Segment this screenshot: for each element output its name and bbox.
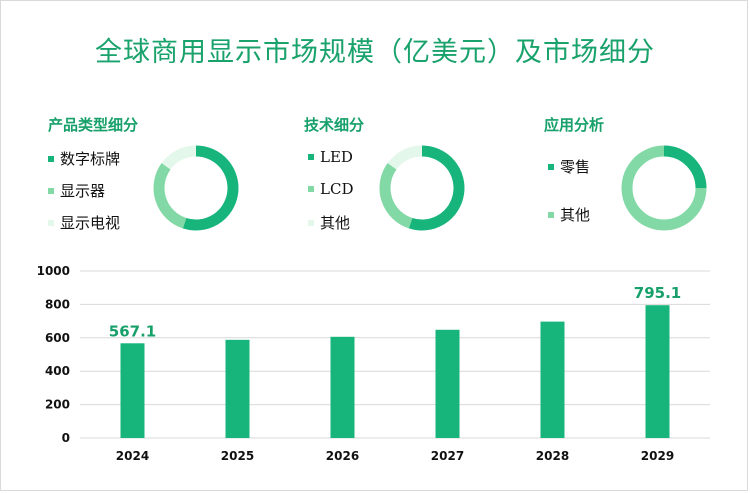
section-title-product-type: 产品类型细分 [48, 116, 139, 134]
donut-2 [379, 145, 465, 231]
donut-1 [153, 145, 239, 231]
legend-item-other-tech: 其他 [308, 212, 350, 233]
y-tick-label: 0 [62, 431, 70, 445]
x-tick-label: 2026 [326, 449, 359, 463]
legend-item-digital-signage: 数字标牌 [48, 148, 120, 169]
bar-2026 [330, 336, 355, 438]
bar-2024 [120, 343, 145, 438]
legend-label: 其他 [560, 206, 591, 224]
section-title-application: 应用分析 [544, 116, 605, 134]
legend-label: LCD [320, 180, 354, 198]
legend-label: 显示电视 [60, 214, 121, 232]
bar-2027 [435, 329, 460, 438]
donut-slice [621, 145, 707, 231]
legend-marker [308, 154, 314, 160]
legend-marker [48, 187, 54, 194]
donut-slice [153, 163, 187, 229]
donut-slice [387, 145, 423, 170]
donut-3 [621, 145, 707, 231]
legend-marker [548, 163, 554, 170]
legend-marker [308, 219, 314, 226]
y-tick-label: 1000 [37, 264, 70, 278]
legend-marker [48, 155, 54, 162]
legend-item-monitor: 显示器 [48, 180, 105, 201]
y-tick-label: 400 [45, 364, 70, 378]
donut-slice [663, 145, 707, 189]
legend-label: 数字标牌 [60, 150, 121, 168]
legend-item-led: LED [308, 148, 353, 166]
y-tick-label: 200 [45, 398, 70, 412]
data-label: 795.1 [634, 284, 681, 302]
bar-2029 [645, 305, 670, 438]
x-tick-label: 2028 [536, 449, 569, 463]
legend-marker [308, 186, 314, 192]
x-tick-label: 2024 [116, 449, 149, 463]
legend-item-display-tv: 显示电视 [48, 212, 120, 233]
bar-2025 [225, 339, 250, 438]
donut-slice [161, 145, 197, 170]
page-title: 全球商用显示市场规模（亿美元）及市场细分 [95, 37, 655, 68]
y-tick-label: 800 [45, 297, 70, 311]
legend-label: 零售 [560, 158, 591, 176]
y-tick-label: 600 [45, 331, 70, 345]
legend-marker [48, 219, 54, 226]
legend-item-retail: 零售 [548, 156, 590, 177]
bar-2028 [540, 321, 565, 438]
donut-slice [379, 163, 413, 229]
data-label: 567.1 [109, 322, 156, 340]
x-tick-label: 2025 [221, 449, 254, 463]
section-title-technology: 技术细分 [304, 116, 365, 134]
legend-label: LED [320, 148, 353, 166]
donut-slice [182, 145, 239, 231]
legend-item-lcd: LCD [308, 180, 353, 198]
donut-slice [408, 145, 465, 231]
legend-marker [548, 211, 554, 218]
x-tick-label: 2027 [431, 449, 464, 463]
legend-label: 显示器 [60, 182, 106, 200]
legend-item-other-application: 其他 [548, 204, 590, 225]
x-tick-label: 2029 [641, 449, 674, 463]
legend-label: 其他 [320, 214, 351, 232]
